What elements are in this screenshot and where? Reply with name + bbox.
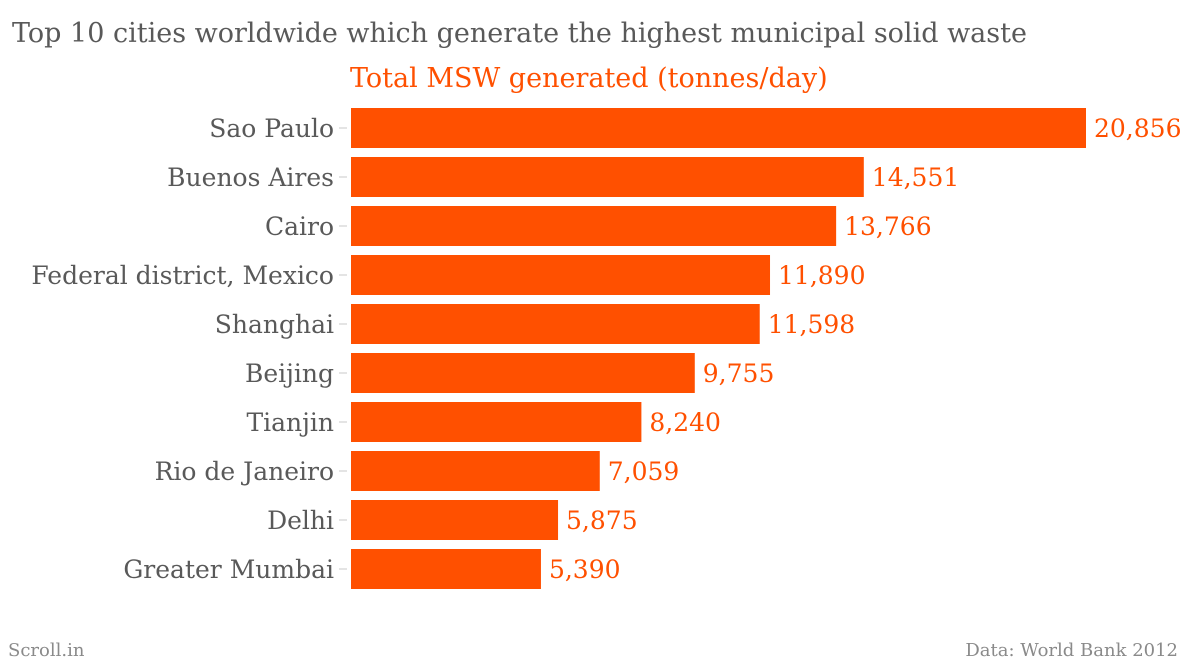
- value-label: 7,059: [608, 457, 680, 486]
- bar: [351, 549, 541, 589]
- category-label: Rio de Janeiro: [155, 457, 334, 486]
- value-label: 5,875: [566, 506, 638, 535]
- bar: [351, 451, 600, 491]
- category-label: Cairo: [265, 212, 334, 241]
- chart-title: Top 10 cities worldwide which generate t…: [12, 18, 1027, 49]
- category-label: Buenos Aires: [167, 163, 334, 192]
- bar: [351, 255, 771, 295]
- footer-source-site: Scroll.in: [8, 640, 85, 661]
- value-label: 5,390: [549, 555, 621, 584]
- bar: [351, 206, 837, 246]
- category-label: Shanghai: [215, 310, 334, 339]
- category-label: Federal district, Mexico: [31, 261, 334, 290]
- value-label: 11,598: [768, 310, 855, 339]
- category-label: Delhi: [267, 506, 334, 535]
- value-label: 14,551: [872, 163, 959, 192]
- category-label: Tianjin: [246, 408, 334, 437]
- bar: [351, 353, 695, 393]
- category-label: Sao Paulo: [209, 114, 334, 143]
- value-label: 13,766: [844, 212, 931, 241]
- value-label: 20,856: [1094, 114, 1181, 143]
- value-label: 8,240: [649, 408, 721, 437]
- bar: [351, 108, 1086, 148]
- footer-data-credit: Data: World Bank 2012: [965, 640, 1178, 661]
- bar: [351, 304, 760, 344]
- bars-layer: Sao Paulo 20,856 Buenos Aires 14,551 Cairo 13…: [31, 108, 1181, 589]
- category-label: Beijing: [245, 359, 334, 388]
- value-label: 11,890: [778, 261, 865, 290]
- series-title: Total MSW generated (tonnes/day): [350, 63, 828, 94]
- value-label: 9,755: [703, 359, 775, 388]
- bar: [351, 500, 559, 540]
- bar: [351, 402, 642, 442]
- category-label: Greater Mumbai: [123, 555, 334, 584]
- bar: [351, 157, 864, 197]
